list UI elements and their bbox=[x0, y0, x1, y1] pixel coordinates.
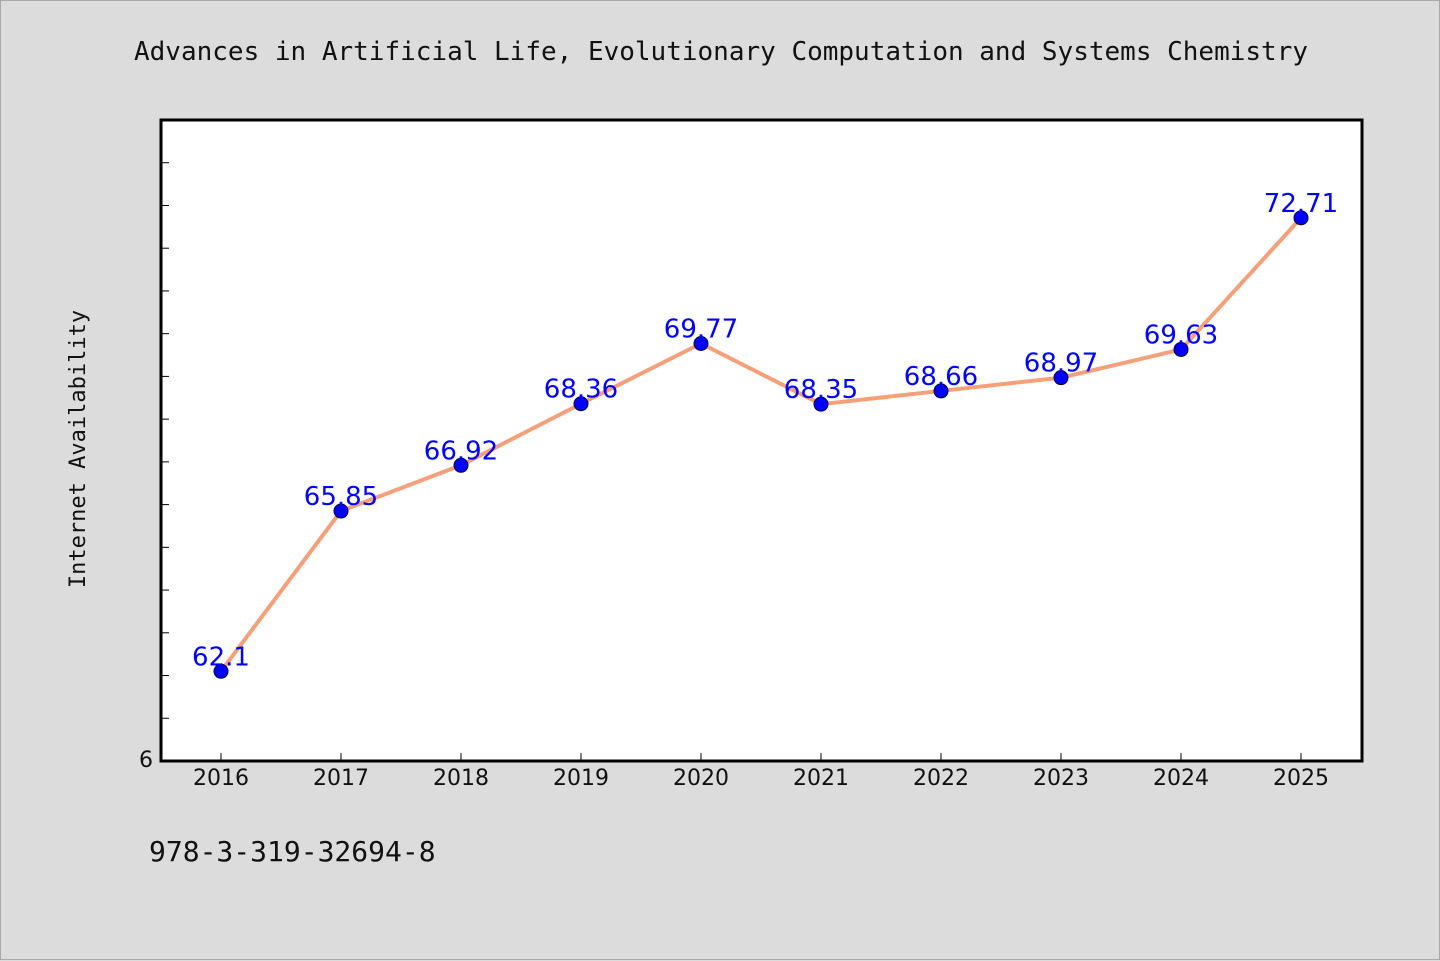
y-tick-label: 6 bbox=[139, 748, 153, 773]
y-axis-label: Internet Availability bbox=[66, 310, 91, 588]
data-label: 72.71 bbox=[1264, 189, 1338, 219]
data-label: 68.97 bbox=[1024, 349, 1098, 379]
data-point bbox=[1173, 341, 1189, 357]
data-label: 68.66 bbox=[904, 362, 978, 392]
data-point bbox=[693, 335, 709, 351]
x-axis-ticks: 2016 2017 2018 2019 2020 2021 2022 2023 2024 2025 bbox=[193, 753, 1329, 791]
data-label: 68.35 bbox=[784, 375, 858, 405]
data-label: 69.77 bbox=[664, 314, 738, 344]
x-tick-label: 2021 bbox=[793, 766, 849, 791]
data-label: 65.85 bbox=[304, 482, 378, 512]
data-label: 69.63 bbox=[1144, 320, 1218, 350]
x-tick-label: 2020 bbox=[673, 766, 729, 791]
data-label: 68.36 bbox=[544, 375, 618, 405]
data-point bbox=[1293, 210, 1309, 226]
data-point bbox=[573, 396, 589, 412]
y-axis-ticks: 6 bbox=[139, 162, 169, 773]
x-tick-label: 2018 bbox=[433, 766, 489, 791]
data-point bbox=[1053, 370, 1069, 386]
series-layer bbox=[213, 210, 1309, 679]
data-label: 66.92 bbox=[424, 436, 498, 466]
series-line bbox=[219, 216, 1303, 673]
data-point bbox=[453, 457, 469, 473]
data-label: 62.1 bbox=[192, 642, 250, 672]
plot-area bbox=[159, 118, 1364, 763]
x-tick-label: 2023 bbox=[1033, 766, 1089, 791]
x-tick-label: 2025 bbox=[1273, 766, 1329, 791]
x-tick-label: 2017 bbox=[313, 766, 369, 791]
isbn-caption: 978-3-319-32694-8 bbox=[149, 835, 436, 868]
chart-title: Advances in Artificial Life, Evolutionar… bbox=[134, 37, 1308, 67]
data-point bbox=[933, 383, 949, 399]
x-tick-label: 2024 bbox=[1153, 766, 1209, 791]
data-point bbox=[213, 663, 229, 679]
data-point bbox=[813, 396, 829, 412]
x-tick-label: 2016 bbox=[193, 766, 249, 791]
data-labels: 62.1 65.85 66.92 68.36 69.77 68.35 68.66 68.97 6… bbox=[192, 189, 1338, 672]
x-tick-label: 2022 bbox=[913, 766, 969, 791]
data-point bbox=[333, 503, 349, 519]
x-tick-label: 2019 bbox=[553, 766, 609, 791]
